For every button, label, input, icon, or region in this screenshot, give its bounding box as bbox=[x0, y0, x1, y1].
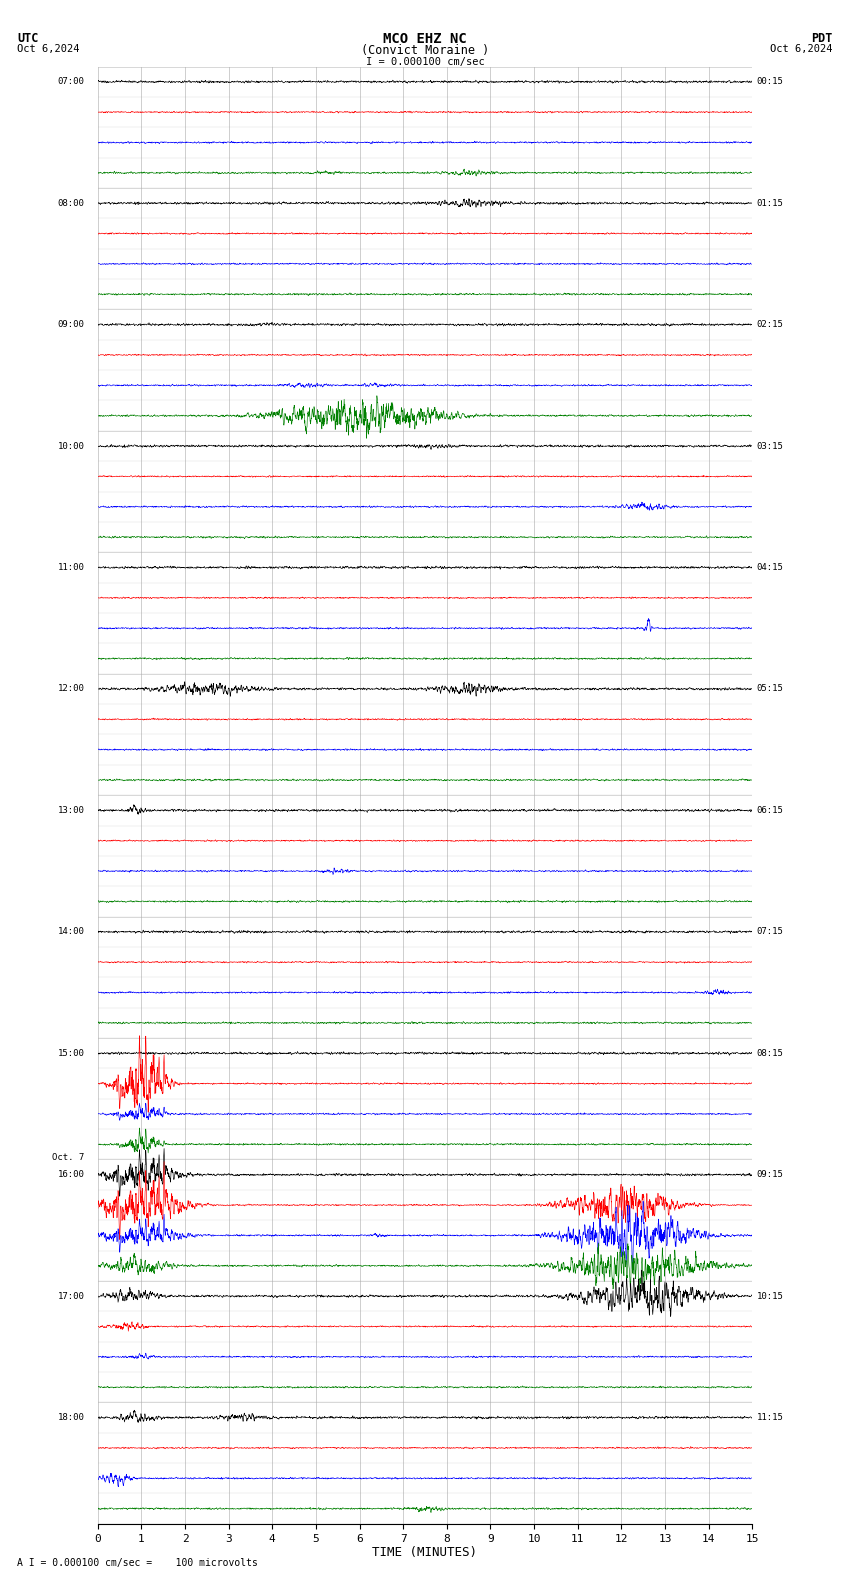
Text: 11:15: 11:15 bbox=[756, 1413, 784, 1422]
Text: Oct. 7: Oct. 7 bbox=[53, 1153, 85, 1163]
Text: 06:15: 06:15 bbox=[756, 806, 784, 814]
Text: 00:15: 00:15 bbox=[756, 78, 784, 86]
Text: 03:15: 03:15 bbox=[756, 442, 784, 450]
X-axis label: TIME (MINUTES): TIME (MINUTES) bbox=[372, 1546, 478, 1559]
Text: 04:15: 04:15 bbox=[756, 562, 784, 572]
Text: 15:00: 15:00 bbox=[58, 1049, 85, 1058]
Text: 07:00: 07:00 bbox=[58, 78, 85, 86]
Text: A I = 0.000100 cm/sec =    100 microvolts: A I = 0.000100 cm/sec = 100 microvolts bbox=[17, 1559, 258, 1568]
Text: 07:15: 07:15 bbox=[756, 927, 784, 936]
Text: 13:00: 13:00 bbox=[58, 806, 85, 814]
Text: 09:15: 09:15 bbox=[756, 1171, 784, 1178]
Text: 16:00: 16:00 bbox=[58, 1171, 85, 1178]
Text: 17:00: 17:00 bbox=[58, 1291, 85, 1300]
Text: Oct 6,2024: Oct 6,2024 bbox=[17, 44, 80, 54]
Text: MCO EHZ NC: MCO EHZ NC bbox=[383, 32, 467, 46]
Text: 08:00: 08:00 bbox=[58, 198, 85, 208]
Text: 10:00: 10:00 bbox=[58, 442, 85, 450]
Text: PDT: PDT bbox=[812, 32, 833, 44]
Text: 05:15: 05:15 bbox=[756, 684, 784, 694]
Text: Oct 6,2024: Oct 6,2024 bbox=[770, 44, 833, 54]
Text: 01:15: 01:15 bbox=[756, 198, 784, 208]
Text: 14:00: 14:00 bbox=[58, 927, 85, 936]
Text: 08:15: 08:15 bbox=[756, 1049, 784, 1058]
Text: 18:00: 18:00 bbox=[58, 1413, 85, 1422]
Text: (Convict Moraine ): (Convict Moraine ) bbox=[361, 44, 489, 57]
Text: 12:00: 12:00 bbox=[58, 684, 85, 694]
Text: 11:00: 11:00 bbox=[58, 562, 85, 572]
Text: 10:15: 10:15 bbox=[756, 1291, 784, 1300]
Text: I = 0.000100 cm/sec: I = 0.000100 cm/sec bbox=[366, 57, 484, 67]
Text: 09:00: 09:00 bbox=[58, 320, 85, 329]
Text: 02:15: 02:15 bbox=[756, 320, 784, 329]
Text: UTC: UTC bbox=[17, 32, 38, 44]
